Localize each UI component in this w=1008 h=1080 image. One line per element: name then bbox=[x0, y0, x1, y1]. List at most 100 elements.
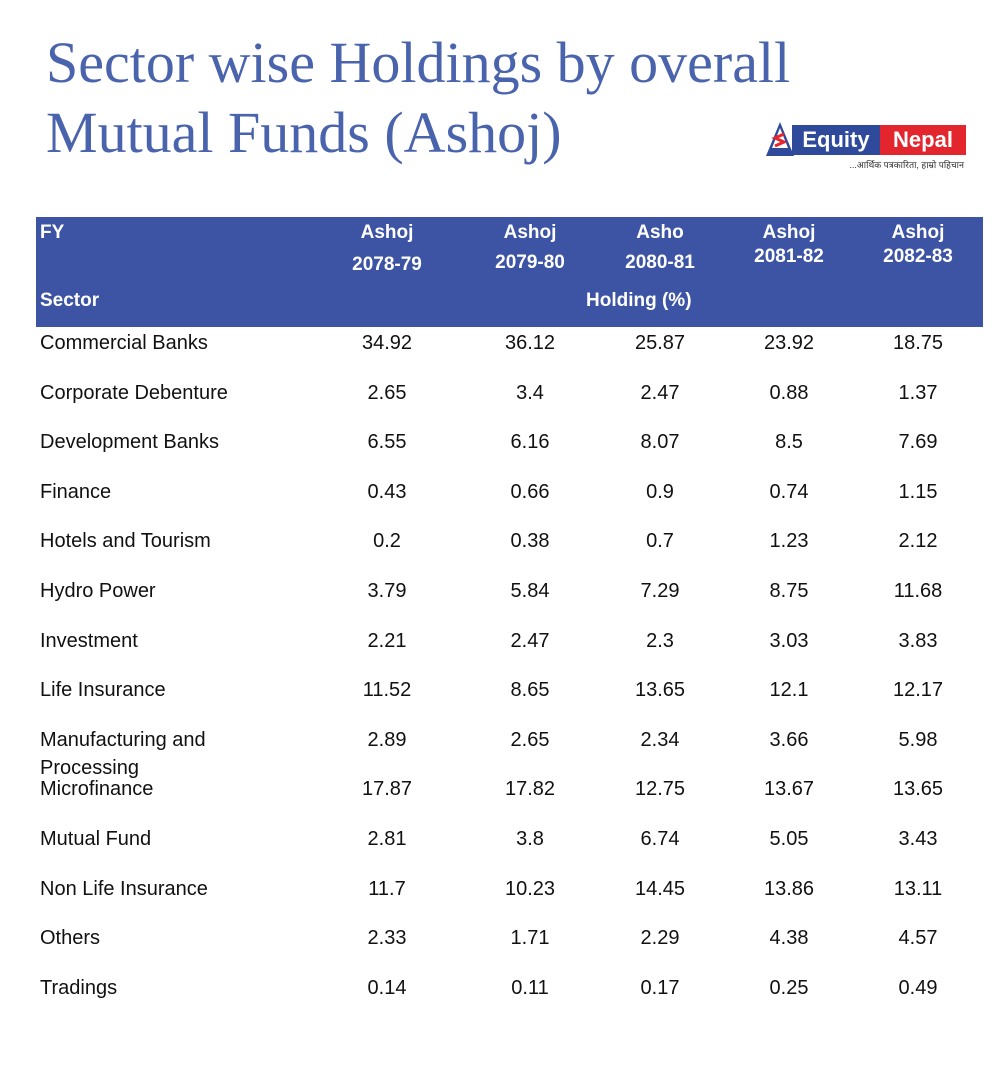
holding-value: 0.25 bbox=[769, 976, 809, 999]
table-row: Commercial Banks 34.92 36.12 25.87 23.92 18.7… bbox=[36, 327, 983, 377]
sector-label: Sector bbox=[40, 290, 100, 311]
sector-name: Life Insurance bbox=[40, 679, 166, 702]
column-year: 2081-82 bbox=[754, 246, 824, 267]
holding-value: 3.4 bbox=[516, 381, 544, 404]
holding-value: 3.43 bbox=[898, 827, 938, 850]
fy-label: FY bbox=[40, 222, 65, 243]
holding-value: 23.92 bbox=[763, 332, 815, 354]
holding-value: 0.14 bbox=[367, 976, 407, 999]
table-row: Manufacturing and Processing 2.89 2.65 2.34… bbox=[36, 724, 983, 779]
holding-value: 13.65 bbox=[634, 679, 686, 702]
holding-value: 3.83 bbox=[898, 629, 938, 652]
holding-value: 0.11 bbox=[511, 976, 549, 999]
holding-value: 4.57 bbox=[898, 927, 938, 950]
sector-name: Corporate Debenture bbox=[40, 381, 228, 404]
holding-value: 7.69 bbox=[898, 431, 938, 454]
holding-value: 6.74 bbox=[640, 827, 680, 850]
page-title: Sector wise Holdings by overall Mutual F… bbox=[46, 28, 790, 168]
holding-value: 0.9 bbox=[646, 480, 674, 503]
holding-value: 5.98 bbox=[898, 728, 938, 751]
sector-name: Tradings bbox=[40, 976, 118, 999]
logo-tagline: ...आर्थिक पत्रकारिता, हाम्रो पहिचान bbox=[849, 160, 964, 170]
holding-value: 8.5 bbox=[775, 431, 803, 454]
holding-value: 13.65 bbox=[892, 778, 944, 801]
table-row: Hotels and Tourism 0.2 0.38 0.7 1.23 2.12 bbox=[36, 525, 983, 575]
holding-value: 2.12 bbox=[898, 530, 938, 553]
holding-value: 6.55 bbox=[367, 431, 407, 454]
holding-value: 34.92 bbox=[361, 332, 413, 354]
holding-label: Holding (%) bbox=[586, 290, 692, 311]
table-row: Microfinance 17.87 17.82 12.75 13.67 13.65 bbox=[36, 773, 983, 823]
holding-value: 3.03 bbox=[769, 629, 809, 652]
sector-name: Finance bbox=[40, 480, 112, 503]
sector-name: Manufacturing and Processing bbox=[40, 728, 206, 779]
column-month: Ashoj bbox=[762, 222, 816, 243]
table-row: Tradings 0.14 0.11 0.17 0.25 0.49 bbox=[36, 972, 983, 1022]
table-row: Investment 2.21 2.47 2.3 3.03 3.83 bbox=[36, 625, 983, 675]
column-month: Ashoj bbox=[503, 222, 557, 243]
sector-name: Development Banks bbox=[40, 431, 219, 454]
holding-value: 13.86 bbox=[763, 877, 815, 900]
holding-value: 7.29 bbox=[640, 579, 680, 602]
sector-name: Investment bbox=[40, 629, 138, 652]
holding-value: 13.11 bbox=[893, 877, 943, 900]
holding-value: 0.7 bbox=[646, 530, 674, 553]
holding-value: 11.68 bbox=[893, 579, 943, 602]
table-row: Corporate Debenture 2.65 3.4 2.47 0.88 1.37 bbox=[36, 377, 983, 427]
table-header: FY Sector Holding (%) Ashoj 2078-79 Asho… bbox=[36, 217, 983, 327]
holding-value: 2.3 bbox=[646, 629, 674, 652]
holding-value: 1.37 bbox=[898, 381, 938, 404]
holding-value: 2.47 bbox=[640, 381, 680, 404]
column-month: Ashoj bbox=[891, 222, 945, 243]
holding-value: 8.07 bbox=[640, 431, 680, 454]
holding-value: 4.38 bbox=[769, 927, 809, 950]
holding-value: 0.74 bbox=[769, 480, 809, 503]
title-line-1: Sector wise Holdings by overall bbox=[46, 30, 791, 95]
holding-value: 2.65 bbox=[367, 381, 407, 404]
holding-value: 14.45 bbox=[634, 877, 686, 900]
table-row: Mutual Fund 2.81 3.8 6.74 5.05 3.43 bbox=[36, 823, 983, 873]
logo-mountain-icon bbox=[766, 122, 794, 156]
holding-value: 5.05 bbox=[769, 827, 809, 850]
logo-equity-text: Equity bbox=[792, 125, 880, 155]
logo-nepal-text: Nepal bbox=[880, 125, 966, 155]
table-row: Others 2.33 1.71 2.29 4.38 4.57 bbox=[36, 922, 983, 972]
holding-value: 1.15 bbox=[898, 480, 938, 503]
column-year: 2079-80 bbox=[495, 252, 565, 273]
column-year: 2082-83 bbox=[883, 246, 953, 267]
holding-value: 2.65 bbox=[510, 728, 550, 751]
holding-value: 6.16 bbox=[510, 431, 550, 454]
holding-value: 1.23 bbox=[769, 530, 809, 553]
holding-value: 0.43 bbox=[367, 480, 407, 503]
holding-value: 25.87 bbox=[634, 332, 686, 354]
holding-value: 13.67 bbox=[763, 778, 815, 801]
holding-value: 11.7 bbox=[368, 877, 406, 900]
holding-value: 5.84 bbox=[510, 579, 550, 602]
holding-value: 2.81 bbox=[367, 827, 407, 850]
holding-value: 3.79 bbox=[367, 579, 407, 602]
sector-name: Others bbox=[40, 927, 101, 950]
table-row: Finance 0.43 0.66 0.9 0.74 1.15 bbox=[36, 476, 983, 526]
holding-value: 3.66 bbox=[769, 728, 809, 751]
holding-value: 3.8 bbox=[516, 827, 544, 850]
table-row: Hydro Power 3.79 5.84 7.29 8.75 11.68 bbox=[36, 575, 983, 625]
holding-value: 10.23 bbox=[504, 877, 556, 900]
holding-value: 0.66 bbox=[510, 480, 550, 503]
holding-value: 2.29 bbox=[640, 927, 680, 950]
holding-value: 0.2 bbox=[373, 530, 401, 553]
holding-value: 18.75 bbox=[892, 332, 944, 354]
sector-name: Non Life Insurance bbox=[40, 877, 208, 900]
holding-value: 12.75 bbox=[634, 778, 686, 801]
holding-value: 17.82 bbox=[504, 778, 556, 801]
sector-name: Hydro Power bbox=[40, 579, 156, 602]
title-line-2: Mutual Funds (Ashoj) bbox=[46, 100, 562, 165]
holding-value: 12.1 bbox=[769, 679, 809, 702]
equity-nepal-logo: Equity Nepal ...आर्थिक पत्रकारिता, हाम्र… bbox=[766, 122, 966, 174]
table-row: Non Life Insurance 11.7 10.23 14.45 13.86 13.… bbox=[36, 873, 983, 923]
holding-value: 2.33 bbox=[367, 927, 407, 950]
holding-value: 11.52 bbox=[362, 679, 412, 702]
holding-value: 36.12 bbox=[504, 332, 556, 354]
holding-value: 0.49 bbox=[898, 976, 938, 999]
sector-name: Mutual Fund bbox=[40, 827, 152, 850]
table-row: Development Banks 6.55 6.16 8.07 8.5 7.69 bbox=[36, 426, 983, 476]
